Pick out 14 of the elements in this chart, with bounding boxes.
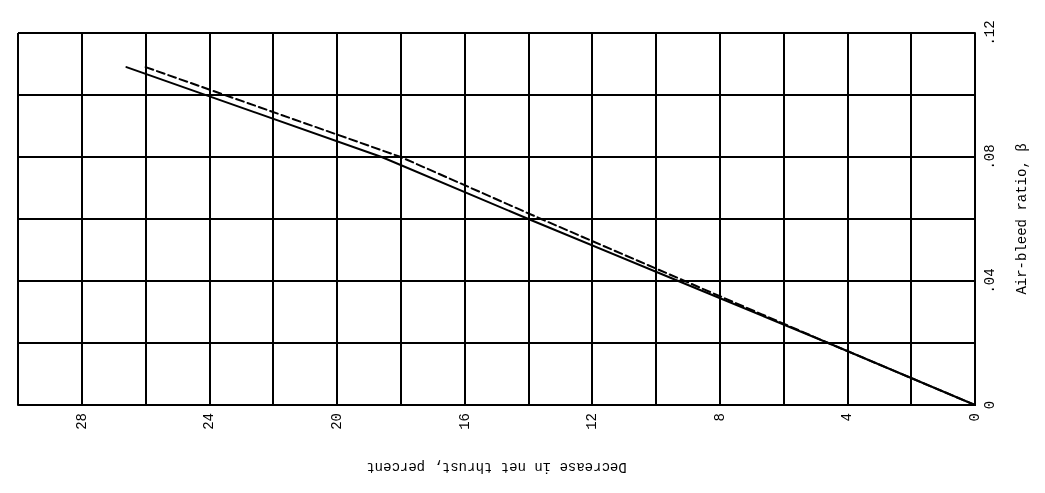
y-tick-label: .08 [982, 144, 998, 170]
x-tick-label: 4 [839, 413, 856, 422]
x-tick-label: 28 [73, 413, 90, 430]
y-tick-label: 0 [982, 400, 998, 410]
x-tick-label: 0 [967, 413, 983, 422]
x-axis-title: Decrease in net thrust, percent [366, 459, 627, 475]
x-tick-label: 12 [584, 413, 601, 430]
y-tick-label: .04 [982, 268, 998, 294]
x-tick-label: 20 [329, 413, 345, 430]
x-tick-label: 24 [201, 413, 218, 430]
y-axis-title: Air-bleed ratio, β [1014, 143, 1030, 295]
y-tick-label: .12 [982, 20, 998, 46]
x-tick-label: 16 [456, 413, 473, 430]
x-tick-label: 8 [711, 413, 728, 422]
